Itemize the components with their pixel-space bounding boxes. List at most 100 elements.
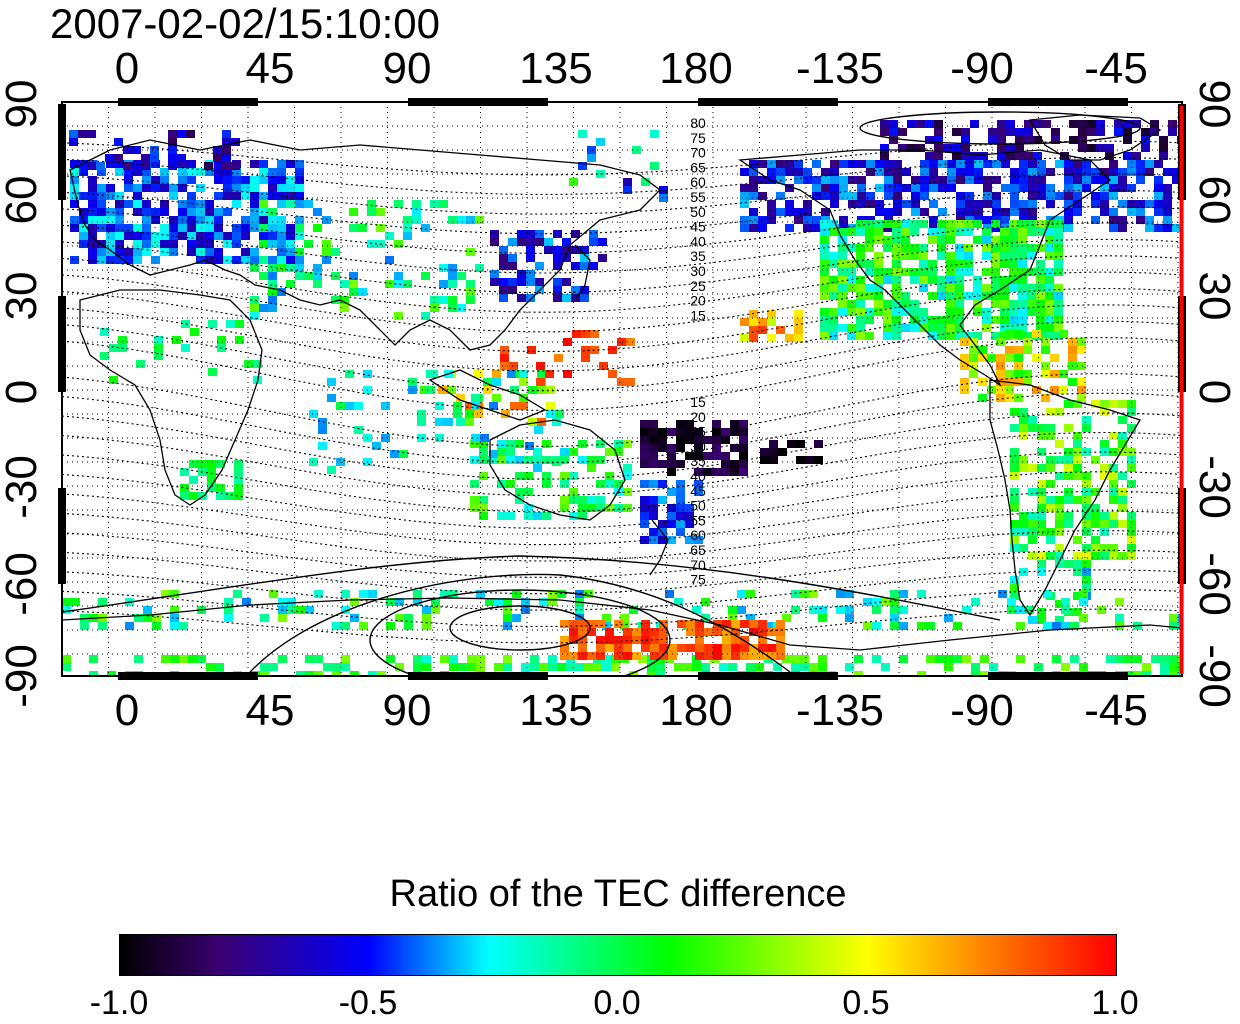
tec-data-cell [98,598,107,606]
tec-data-cell [519,394,528,402]
tec-data-cell [892,316,901,324]
tec-data-cell [749,192,758,200]
tec-data-cell [839,216,848,224]
tec-data-cell [703,468,712,476]
tec-data-cell [259,200,268,208]
tec-data-cell [821,192,830,200]
tec-data-cell [820,332,829,340]
tec-data-cell [614,644,623,652]
tec-data-cell [928,236,937,244]
tec-data-cell [1005,330,1014,338]
tec-data-cell [608,370,617,378]
tec-data-cell [892,260,901,268]
tec-data-cell [857,184,866,192]
tec-data-cell [623,644,632,652]
tec-data-cell [517,238,526,246]
tec-data-cell [507,370,516,378]
tec-data-cell [722,636,731,644]
tec-data-cell [758,318,767,326]
tec-data-cell [839,176,848,184]
tec-data-cell [938,176,947,184]
tec-data-cell [626,378,635,386]
tec-data-cell [385,280,394,288]
tec-data-cell [1055,560,1064,568]
tec-data-cell [764,622,773,630]
tec-data-cell [898,128,907,136]
tec-data-cell [1136,216,1145,224]
tec-data-cell [1019,208,1028,216]
tec-data-cell [133,208,142,216]
tec-data-cell [970,152,979,160]
tec-data-cell [1045,244,1054,252]
tec-data-cell [1000,300,1009,308]
tec-data-cell [947,168,956,176]
tec-data-cell [596,644,605,652]
tec-data-cell [701,663,710,671]
tec-data-cell [685,520,694,528]
tec-data-cell [97,224,106,232]
tec-data-cell [476,655,485,663]
tec-data-cell [740,184,749,192]
tec-data-cell [506,440,515,448]
tec-data-cell [1015,152,1024,160]
tec-data-cell [872,598,881,606]
tec-data-cell [395,598,404,606]
tec-data-cell [982,284,991,292]
tec-data-cell [749,620,758,628]
tec-data-cell [1064,560,1073,568]
tec-data-cell [525,442,534,450]
tec-data-cell [767,652,776,660]
tec-data-cell [1019,544,1028,552]
tec-data-cell [470,480,479,488]
tec-data-cell [515,496,524,504]
coastline [69,139,661,351]
tec-data-cell [838,276,847,284]
tec-data-cell [503,614,512,622]
tec-data-cell [649,536,658,544]
tec-data-cell [268,168,277,176]
tec-data-cell [214,208,223,216]
tec-data-cell [605,636,614,644]
tec-data-cell [497,440,506,448]
tec-data-cell [971,671,980,676]
tec-data-cell [479,440,488,448]
tec-data-cell [1082,584,1091,592]
top-x-tick-label: -90 [950,44,1014,93]
tec-data-cell [1019,416,1028,424]
tec-data-cell [676,488,685,496]
tec-data-cell [1010,536,1019,544]
tec-data-cell [483,378,492,386]
tec-data-cell [196,240,205,248]
tec-data-cell [946,292,955,300]
tec-data-cell [1127,552,1136,560]
tec-data-cell [1054,260,1063,268]
tec-data-cell [233,590,242,598]
tec-data-cell [623,652,632,660]
tec-data-cell [1163,192,1172,200]
bottom-x-tick-label: 0 [114,686,140,735]
tec-data-cell [1028,616,1037,624]
tec-data-cell [731,652,740,660]
tec-data-cell [874,284,883,292]
tec-data-cell [578,130,587,138]
tec-data-cell [839,160,848,168]
tec-data-cell [955,284,964,292]
tec-data-cell [830,192,839,200]
tec-data-cell [785,160,794,168]
tec-data-cell [892,276,901,284]
tec-data-cell [1018,316,1027,324]
tec-data-cell [1145,160,1154,168]
tec-data-cell [749,168,758,176]
tec-data-cell [1109,160,1118,168]
tec-data-cell [1027,268,1036,276]
tec-data-cell [640,480,649,488]
tec-data-cell [938,184,947,192]
tec-data-cell [749,224,758,232]
tec-data-cell [1079,663,1088,671]
tec-data-cell [875,208,884,216]
tec-data-cell [569,620,578,628]
tec-data-cell [340,296,349,304]
tec-data-cell [241,184,250,192]
tec-data-cell [865,332,874,340]
tec-data-cell [578,504,587,512]
